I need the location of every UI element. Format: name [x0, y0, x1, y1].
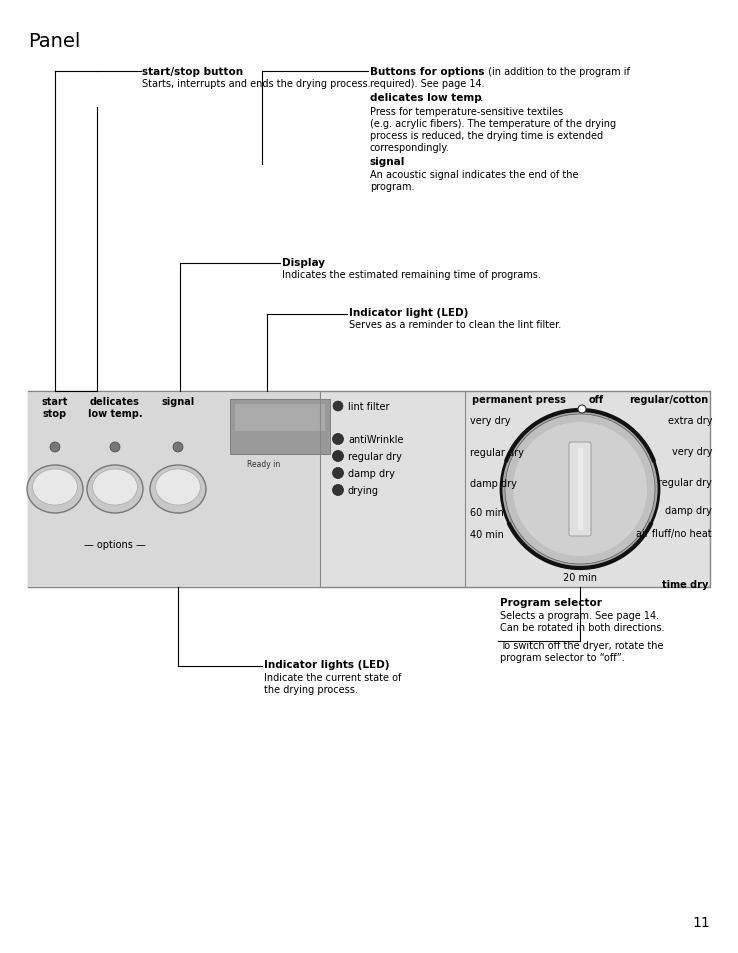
- Text: program selector to “off”.: program selector to “off”.: [500, 652, 625, 662]
- Text: antiWrinkle: antiWrinkle: [348, 435, 404, 444]
- Text: regular dry: regular dry: [470, 448, 524, 457]
- Text: signal: signal: [370, 157, 405, 167]
- Text: drying: drying: [348, 485, 379, 496]
- Text: damp dry: damp dry: [470, 478, 517, 489]
- Text: process is reduced, the drying time is extended: process is reduced, the drying time is e…: [370, 131, 603, 141]
- Text: lint filter: lint filter: [348, 401, 390, 412]
- Text: Indicate the current state of: Indicate the current state of: [264, 672, 401, 682]
- Circle shape: [333, 468, 343, 479]
- Text: start
stop: start stop: [42, 396, 68, 418]
- Circle shape: [50, 442, 60, 453]
- Text: .: .: [480, 92, 483, 103]
- Text: — options —: — options —: [84, 539, 146, 550]
- Ellipse shape: [150, 465, 206, 514]
- Text: off: off: [588, 395, 604, 405]
- Text: Starts, interrupts and ends the drying process.: Starts, interrupts and ends the drying p…: [142, 79, 370, 89]
- FancyBboxPatch shape: [569, 442, 591, 537]
- Text: extra dry: extra dry: [667, 416, 712, 426]
- Text: very dry: very dry: [470, 416, 511, 426]
- Text: program.: program.: [370, 182, 415, 192]
- Text: 60 min: 60 min: [470, 507, 504, 517]
- Text: damp dry: damp dry: [348, 469, 395, 478]
- Ellipse shape: [87, 465, 143, 514]
- Text: Serves as a reminder to clean the lint filter.: Serves as a reminder to clean the lint f…: [349, 319, 562, 330]
- Text: regular/cotton: regular/cotton: [629, 395, 708, 405]
- Circle shape: [110, 442, 120, 453]
- Text: Display: Display: [282, 257, 325, 268]
- Circle shape: [505, 415, 655, 564]
- Ellipse shape: [27, 465, 83, 514]
- Text: Can be rotated in both directions.: Can be rotated in both directions.: [500, 622, 664, 633]
- Ellipse shape: [92, 470, 137, 505]
- Text: permanent press: permanent press: [472, 395, 566, 405]
- Text: signal: signal: [162, 396, 195, 407]
- Circle shape: [173, 442, 183, 453]
- Text: 40 min: 40 min: [470, 530, 504, 539]
- Text: 20 min: 20 min: [563, 573, 597, 582]
- Text: damp dry: damp dry: [665, 505, 712, 516]
- Circle shape: [333, 485, 343, 496]
- Circle shape: [578, 406, 586, 414]
- Text: Ready in: Ready in: [246, 459, 280, 469]
- Text: To switch off the dryer, rotate the: To switch off the dryer, rotate the: [500, 640, 663, 650]
- Text: delicates low temp: delicates low temp: [370, 92, 482, 103]
- Text: time dry: time dry: [662, 579, 708, 589]
- Circle shape: [513, 422, 647, 557]
- Text: very dry: very dry: [672, 447, 712, 456]
- Circle shape: [333, 434, 343, 445]
- Text: (in addition to the program if: (in addition to the program if: [485, 67, 630, 77]
- Text: start/stop button: start/stop button: [142, 67, 243, 77]
- Text: Indicates the estimated remaining time of programs.: Indicates the estimated remaining time o…: [282, 270, 541, 280]
- Bar: [28, 392, 320, 587]
- Text: Indicator light (LED): Indicator light (LED): [349, 308, 469, 317]
- Text: Panel: Panel: [28, 32, 80, 51]
- Ellipse shape: [32, 470, 77, 505]
- Text: regular dry: regular dry: [348, 452, 402, 461]
- Bar: [578, 449, 583, 531]
- Text: regular dry: regular dry: [658, 477, 712, 488]
- Text: Press for temperature-sensitive textiles: Press for temperature-sensitive textiles: [370, 107, 563, 117]
- Text: Indicator lights (LED): Indicator lights (LED): [264, 659, 390, 669]
- Ellipse shape: [156, 470, 201, 505]
- Circle shape: [501, 411, 659, 568]
- Text: Program selector: Program selector: [500, 598, 602, 607]
- Text: An acoustic signal indicates the end of the: An acoustic signal indicates the end of …: [370, 170, 579, 180]
- Text: air fluff/no heat: air fluff/no heat: [636, 529, 712, 538]
- Circle shape: [333, 451, 343, 462]
- Text: required). See page 14.: required). See page 14.: [370, 79, 485, 89]
- Bar: [235, 405, 325, 432]
- Text: Buttons for options: Buttons for options: [370, 67, 485, 77]
- Text: the drying process.: the drying process.: [264, 684, 358, 695]
- Text: correspondingly.: correspondingly.: [370, 143, 449, 152]
- Text: 11: 11: [692, 915, 710, 929]
- Circle shape: [333, 401, 343, 412]
- Text: delicates
low temp.: delicates low temp.: [88, 396, 142, 418]
- Text: (e.g. acrylic fibers). The temperature of the drying: (e.g. acrylic fibers). The temperature o…: [370, 119, 616, 129]
- Text: Selects a program. See page 14.: Selects a program. See page 14.: [500, 610, 659, 620]
- Bar: [230, 399, 330, 455]
- Bar: [28, 392, 710, 587]
